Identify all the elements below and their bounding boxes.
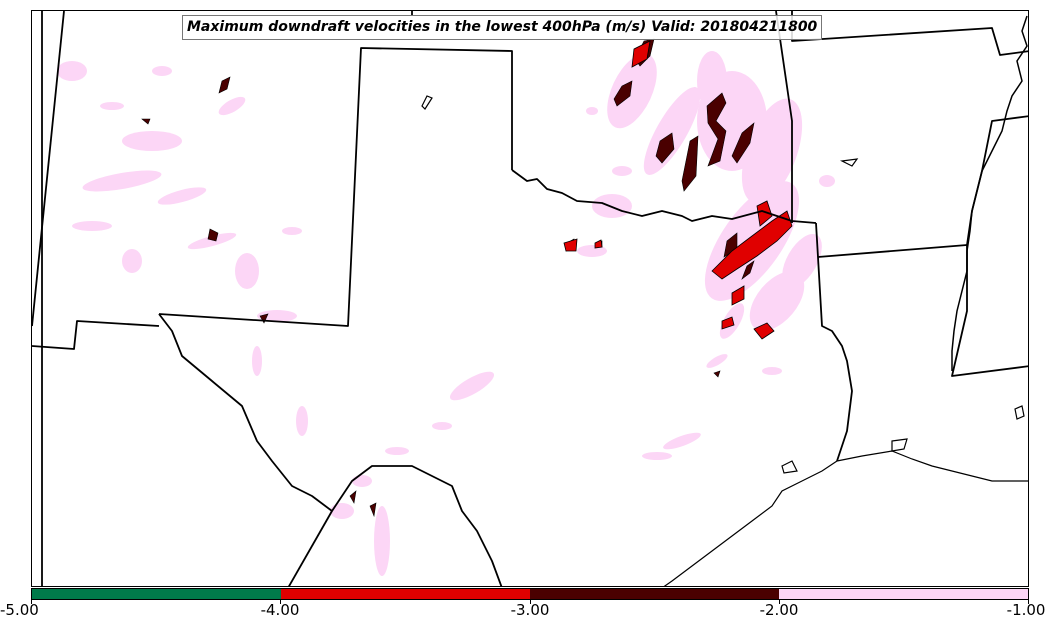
colorbar-segment-1 — [32, 589, 281, 599]
colorbar-tick — [530, 600, 531, 604]
downdraft-moderate-layer — [141, 38, 755, 518]
map-panel — [31, 10, 1029, 587]
colorbar-label-max: -1.00 — [1006, 601, 1046, 619]
colorbar-segment-2 — [281, 589, 530, 599]
mississippi-river — [951, 15, 1028, 371]
colorbar-label: -2.00 — [759, 601, 799, 619]
downdraft-weak-layer — [57, 51, 835, 576]
colorbar-tick — [31, 600, 32, 604]
map-title: Maximum downdraft velocities in the lowe… — [182, 15, 823, 40]
colorbar-label-min: -5.00 — [0, 601, 39, 619]
coastline — [421, 95, 1028, 586]
colorbar-segment-3 — [530, 589, 779, 599]
downdraft-strong-layer — [563, 40, 793, 340]
downdraft-map — [32, 11, 1028, 586]
colorbar-tick — [280, 600, 281, 604]
colorbar-label: -4.00 — [260, 601, 300, 619]
colorbar-tick — [1028, 600, 1029, 604]
colorbar-label: -3.00 — [510, 601, 550, 619]
colorbar — [31, 588, 1029, 600]
state-boundaries — [32, 11, 1028, 586]
colorbar-segment-4 — [779, 589, 1028, 599]
colorbar-tick — [779, 600, 780, 604]
